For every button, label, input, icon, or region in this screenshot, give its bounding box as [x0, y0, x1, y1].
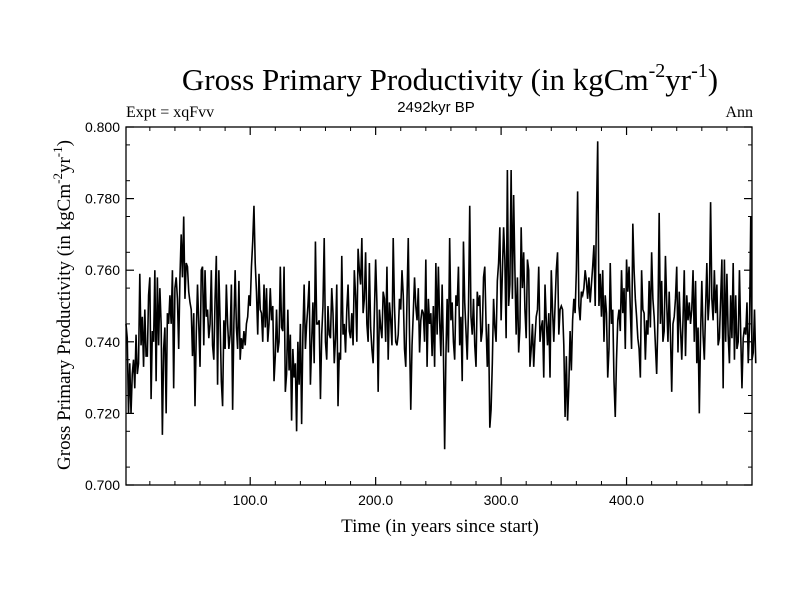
experiment-label: Expt = xqFvv: [126, 104, 214, 121]
y-tick-label: 0.720: [85, 405, 120, 421]
x-tick-label: 100.0: [233, 492, 268, 508]
y-tick-label: 0.780: [85, 191, 120, 207]
chart-subtitle: 2492kyr BP: [397, 99, 475, 116]
x-tick-label: 300.0: [484, 492, 519, 508]
chart-title: Gross Primary Productivity (in kgCm-2yr-…: [182, 60, 718, 97]
series-line-gpp: [125, 141, 757, 450]
season-label: Ann: [725, 104, 753, 121]
y-tick-label: 0.740: [85, 334, 120, 350]
y-tick-label: 0.800: [85, 119, 120, 135]
x-axis-label: Time (in years since start): [341, 516, 539, 537]
x-tick-label: 400.0: [609, 492, 644, 508]
y-tick-label: 0.700: [85, 477, 120, 493]
y-axis-label: Gross Primary Productivity (in kgCm-2yr-…: [50, 140, 75, 470]
y-tick-label: 0.760: [85, 262, 120, 278]
x-tick-label: 200.0: [358, 492, 393, 508]
